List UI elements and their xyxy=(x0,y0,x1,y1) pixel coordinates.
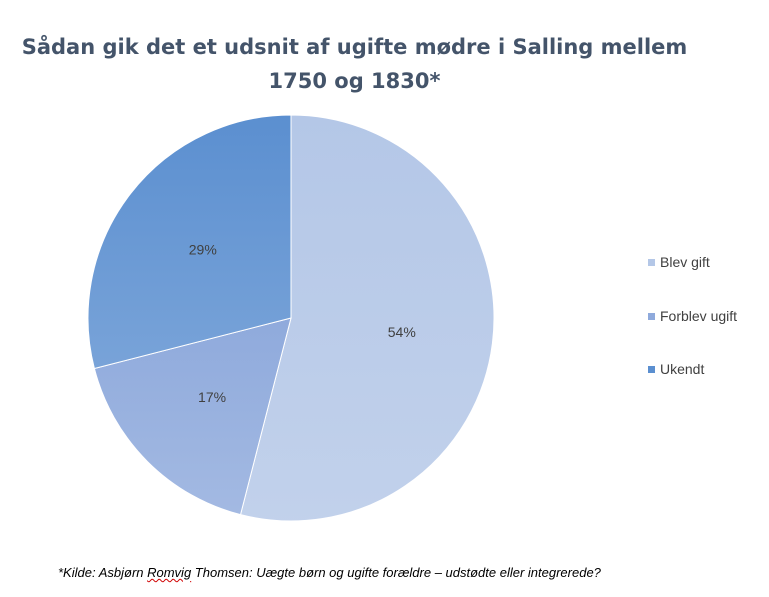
legend-swatch-blev-gift xyxy=(648,258,655,266)
chart-title-line-2: 1750 og 1830* xyxy=(268,69,441,93)
data-label-blev-gift: 54% xyxy=(388,324,416,340)
source-footnote: *Kilde: Asbjørn Romvig Thomsen: Uægte bø… xyxy=(58,565,601,580)
legend-swatch-ukendt xyxy=(648,365,655,373)
pie-slice-blev-gift xyxy=(239,114,495,522)
data-label-forblev-ugift: 17% xyxy=(198,389,226,405)
legend-label-blev-gift: Blev gift xyxy=(660,254,710,270)
legend-item-forblev-ugift: Forblev ugift xyxy=(648,308,737,324)
footnote-author-name: Romvig xyxy=(147,565,192,580)
legend-item-blev-gift: Blev gift xyxy=(648,254,710,270)
footnote-prefix: *Kilde: Asbjørn xyxy=(58,565,148,580)
chart-title-line-1: Sådan gik det et udsnit af ugifte mødre … xyxy=(21,35,688,59)
pie-slice-forblev-ugift xyxy=(93,317,292,516)
pie-slice-ukendt xyxy=(87,114,292,370)
legend-swatch-forblev-ugift xyxy=(648,312,655,320)
data-label-ukendt: 29% xyxy=(189,242,217,258)
legend-label-forblev-ugift: Forblev ugift xyxy=(660,308,738,324)
footnote-suffix: Thomsen: Uægte børn og ugifte forældre –… xyxy=(191,565,601,580)
legend-item-ukendt: Ukendt xyxy=(648,361,704,377)
legend-label-ukendt: Ukendt xyxy=(660,361,705,377)
chart-title: Sådan gik det et udsnit af ugifte mødre … xyxy=(0,30,709,98)
